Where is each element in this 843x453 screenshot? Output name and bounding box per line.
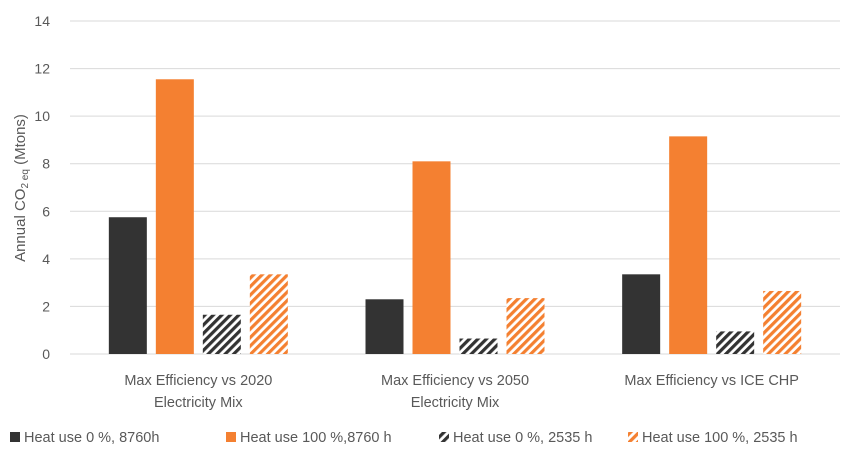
gridlines xyxy=(70,20,840,307)
bar xyxy=(249,274,288,354)
legend-swatch xyxy=(628,432,638,442)
bar xyxy=(669,136,708,354)
legend-swatch xyxy=(439,432,449,442)
legend-swatch xyxy=(10,432,20,442)
y-tick-label: 8 xyxy=(42,156,50,172)
bar xyxy=(622,274,661,354)
y-tick-label: 4 xyxy=(42,251,50,267)
x-category-label: Electricity Mix xyxy=(154,395,243,411)
legend: Heat use 0 %, 8760h Heat use 100 %,8760 h… xyxy=(10,430,798,446)
bar xyxy=(155,79,194,355)
y-tick-label: 2 xyxy=(42,298,50,314)
category-labels: Max Efficiency vs 2020 Electricity Mix Max… xyxy=(124,373,799,411)
bar xyxy=(108,217,147,354)
legend-swatch xyxy=(226,432,236,442)
bar xyxy=(716,331,755,354)
legend-label: Heat use 100 %, 2535 h xyxy=(642,430,798,446)
y-tick-label: 12 xyxy=(34,61,50,77)
bar xyxy=(459,338,498,354)
x-category-label: Max Efficiency vs 2050 xyxy=(381,373,529,389)
legend-label: Heat use 100 %,8760 h xyxy=(240,430,392,446)
bar xyxy=(365,299,404,354)
legend-label: Heat use 0 %, 2535 h xyxy=(453,430,592,446)
x-category-label: Electricity Mix xyxy=(411,395,500,411)
bar xyxy=(506,298,545,354)
bar xyxy=(412,161,451,354)
bar xyxy=(202,314,241,354)
y-axis-label: Annual CO2 eq (Mtons) xyxy=(12,114,31,262)
y-tick-label: 0 xyxy=(42,346,50,362)
y-tick-label: 14 xyxy=(34,13,50,29)
legend-label: Heat use 0 %, 8760h xyxy=(24,430,159,446)
x-category-label: Max Efficiency vs 2020 xyxy=(124,373,272,389)
y-tick-label: 6 xyxy=(42,203,50,219)
y-axis-ticks: 0 2 4 6 8 10 12 14 xyxy=(34,13,50,362)
bar xyxy=(763,290,802,354)
y-tick-label: 10 xyxy=(34,108,50,124)
x-category-label: Max Efficiency vs ICE CHP xyxy=(624,373,799,389)
bars xyxy=(108,79,802,355)
